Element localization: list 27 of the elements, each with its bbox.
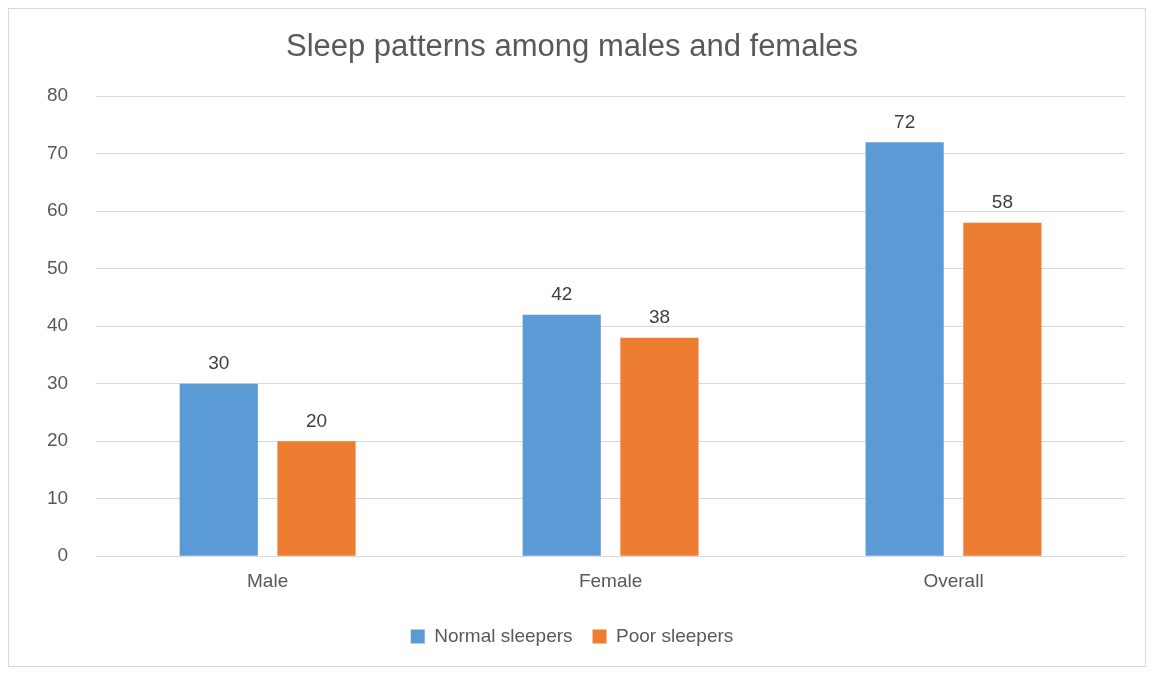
y-tick-label: 30 <box>46 371 69 393</box>
y-tick-label: 10 <box>46 486 69 508</box>
data-label: 38 <box>648 306 671 328</box>
data-label: 42 <box>551 283 573 305</box>
y-tick-label: 70 <box>46 141 69 163</box>
x-tick-label: Male <box>247 569 289 591</box>
legend-label: Poor sleepers <box>616 624 734 646</box>
bar <box>277 441 356 556</box>
bar <box>620 337 699 556</box>
y-tick-label: 0 <box>57 544 69 566</box>
x-tick-label: Overall <box>923 569 984 591</box>
bar <box>865 142 944 556</box>
data-label: 20 <box>305 409 328 431</box>
bar <box>522 314 601 556</box>
x-tick-label: Female <box>578 569 643 591</box>
data-label: 72 <box>894 110 916 132</box>
bar <box>963 222 1042 556</box>
y-tick-label: 60 <box>46 199 69 221</box>
y-tick-label: 50 <box>46 256 69 278</box>
bar <box>179 383 258 556</box>
chart-title: Sleep patterns among males and females <box>285 28 859 64</box>
data-label: 30 <box>208 352 230 374</box>
y-tick-label: 80 <box>46 84 69 106</box>
y-tick-label: 40 <box>46 314 69 336</box>
data-label: 58 <box>991 191 1013 213</box>
y-tick-label: 20 <box>46 429 69 451</box>
legend-label: Normal sleepers <box>434 624 573 646</box>
